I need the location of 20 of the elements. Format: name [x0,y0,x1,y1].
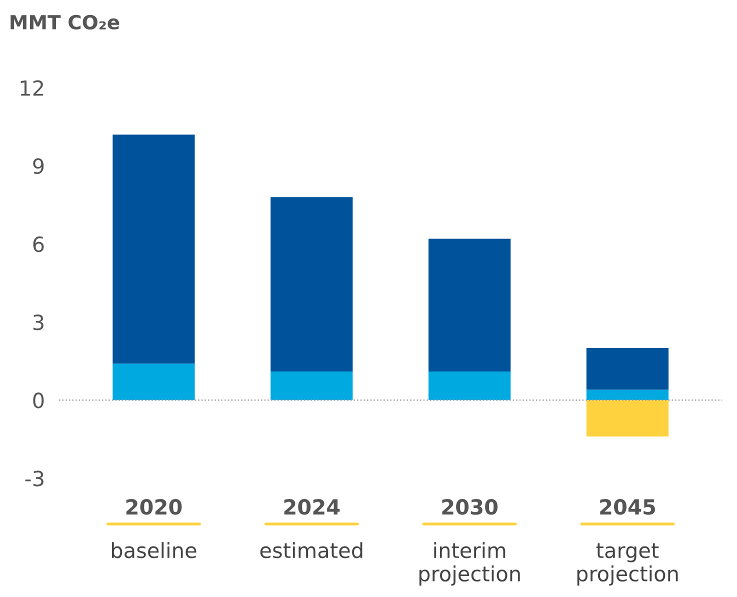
y-tick-label: 3 [33,314,44,330]
y-tick-label: -3 [25,470,44,486]
bar [112,134,195,364]
bar [270,371,353,400]
y-tick-label: 9 [33,158,44,174]
bar [270,197,353,372]
y-tick-label: 12 [20,80,43,96]
category-label: 2030 interim projection [419,499,520,586]
bar [112,364,195,400]
bar [586,348,669,390]
category-label: 2020 baseline [112,499,196,558]
y-tick-label: 6 [33,236,44,252]
bar [428,238,511,372]
category-label: 2045 target projection [577,499,678,586]
bar [428,371,511,400]
bar [586,400,669,437]
bar [586,390,669,400]
y-tick-label: 0 [33,392,44,408]
category-label: 2024 estimated [260,499,362,558]
y-axis-title: MMT CO₂e [10,14,120,30]
